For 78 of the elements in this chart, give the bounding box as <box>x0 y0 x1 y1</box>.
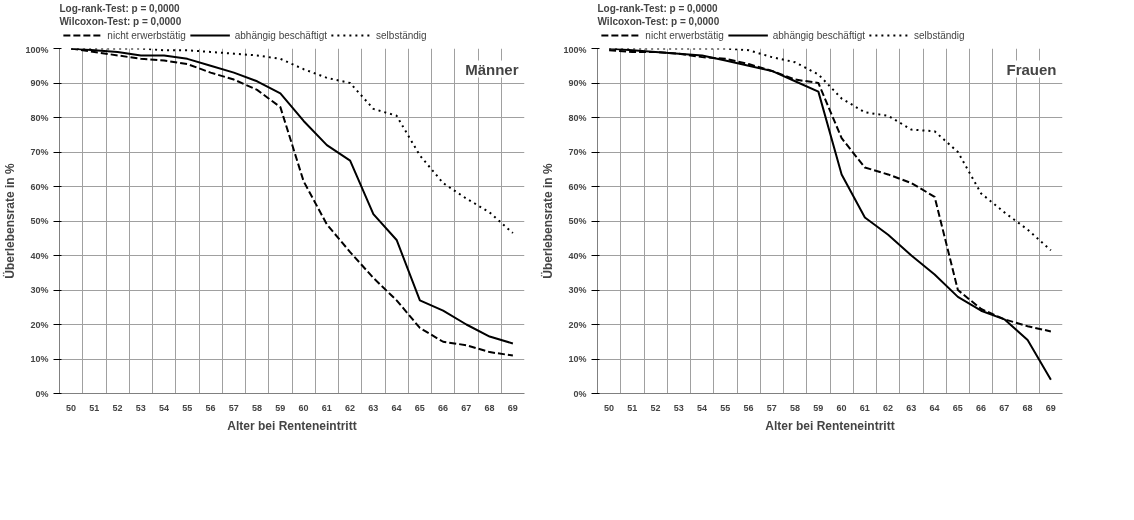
x-tick-label: 55 <box>720 402 731 413</box>
x-tick-label: 60 <box>836 402 847 413</box>
text: Männer <box>465 60 519 78</box>
legend-label: abhängig beschäftigt <box>234 29 328 41</box>
x-tick-label: 54 <box>697 402 708 413</box>
x-tick-label: 51 <box>627 402 638 413</box>
x-tick-label: 69 <box>1045 402 1056 413</box>
y-tick-label: 80% <box>30 112 49 123</box>
y-tick-label: 50% <box>30 216 49 226</box>
x-tick-label: 57 <box>228 402 239 413</box>
text: Frauen <box>1006 60 1057 78</box>
x-tick-label: 52 <box>650 402 661 413</box>
text: Wilcoxon-Test: p = 0,0000 <box>59 15 182 27</box>
x-tick-label: 60 <box>298 402 309 413</box>
y-tick-label: 100% <box>25 44 49 55</box>
x-tick-label: 50 <box>604 402 615 413</box>
legend-label: selbständig <box>376 29 427 41</box>
legend-label: abhängig beschäftigt <box>772 29 866 41</box>
y-tick-label: 0% <box>573 388 587 399</box>
x-tick-label: 63 <box>906 402 917 413</box>
x-axis-title: Alter bei Renteneintritt <box>227 418 357 433</box>
x-tick-label: 61 <box>859 402 870 413</box>
y-tick-label: 30% <box>568 285 587 295</box>
x-tick-label: 66 <box>976 402 987 413</box>
y-tick-label: 60% <box>568 181 587 192</box>
x-tick-label: 57 <box>766 402 777 413</box>
y-tick-label: 40% <box>568 250 587 261</box>
x-tick-label: 65 <box>414 402 425 413</box>
x-tick-label: 54 <box>159 402 170 413</box>
text: Log-rank-Test: p = 0,0000 <box>59 2 181 14</box>
x-tick-label: 55 <box>182 402 193 413</box>
x-tick-label: 62 <box>345 402 356 413</box>
y-tick-label: 70% <box>30 147 49 157</box>
y-tick-label: 30% <box>30 285 49 295</box>
x-tick-label: 65 <box>952 402 963 413</box>
text: Log-rank-Test: p = 0,0000 <box>597 2 719 14</box>
x-tick-label: 56 <box>205 402 216 413</box>
x-tick-label: 63 <box>368 402 379 413</box>
y-axis-title: Überlebensrate in % <box>540 162 556 279</box>
x-tick-label: 61 <box>321 402 332 413</box>
x-tick-label: 67 <box>461 402 472 413</box>
x-tick-label: 68 <box>1022 402 1033 413</box>
y-tick-label: 90% <box>568 78 587 88</box>
x-tick-label: 51 <box>89 402 100 413</box>
y-tick-label: 10% <box>30 354 49 364</box>
x-tick-label: 52 <box>112 402 123 413</box>
x-tick-label: 64 <box>391 402 402 413</box>
y-tick-label: 100% <box>563 44 587 55</box>
x-tick-label: 56 <box>743 402 754 413</box>
y-tick-label: 20% <box>30 319 49 330</box>
x-tick-label: 67 <box>999 402 1010 413</box>
x-axis-title: Alter bei Renteneintritt <box>765 418 895 433</box>
x-tick-label: 53 <box>135 402 146 413</box>
legend-label: nicht erwerbstätig <box>107 29 186 41</box>
x-tick-label: 59 <box>275 402 286 413</box>
x-tick-label: 58 <box>790 402 801 413</box>
y-tick-label: 90% <box>30 78 49 88</box>
x-tick-label: 59 <box>813 402 824 413</box>
x-tick-label: 69 <box>507 402 518 413</box>
x-tick-label: 62 <box>883 402 894 413</box>
legend-label: selbständig <box>914 29 965 41</box>
x-tick-label: 58 <box>252 402 263 413</box>
legend-label: nicht erwerbstätig <box>645 29 724 41</box>
x-tick-label: 66 <box>438 402 449 413</box>
text: Wilcoxon-Test: p = 0,0000 <box>597 15 720 27</box>
y-tick-label: 20% <box>568 319 587 330</box>
y-tick-label: 50% <box>568 216 587 226</box>
y-tick-label: 10% <box>568 354 587 364</box>
y-tick-label: 70% <box>568 147 587 157</box>
y-axis-title: Überlebensrate in % <box>2 162 18 279</box>
y-tick-label: 40% <box>30 250 49 261</box>
x-tick-label: 64 <box>929 402 940 413</box>
x-tick-label: 53 <box>673 402 684 413</box>
y-tick-label: 80% <box>568 112 587 123</box>
y-tick-label: 0% <box>35 388 49 399</box>
x-tick-label: 68 <box>484 402 495 413</box>
x-tick-label: 50 <box>66 402 77 413</box>
y-tick-label: 60% <box>30 181 49 192</box>
